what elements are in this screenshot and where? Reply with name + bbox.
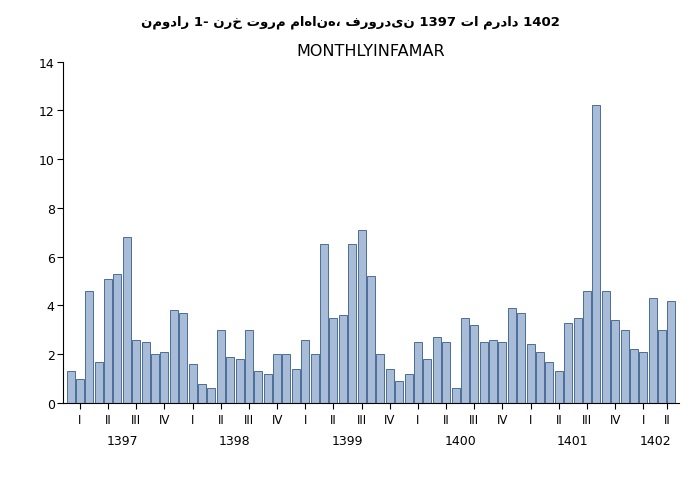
Bar: [132, 340, 140, 403]
Bar: [470, 325, 478, 403]
Text: 1397: 1397: [106, 434, 138, 447]
Bar: [461, 318, 469, 403]
Bar: [66, 372, 74, 403]
Bar: [545, 362, 554, 403]
Bar: [123, 238, 131, 403]
Bar: [207, 389, 216, 403]
Bar: [198, 384, 206, 403]
Bar: [564, 323, 572, 403]
Bar: [433, 337, 441, 403]
Text: 1400: 1400: [444, 434, 476, 447]
Bar: [367, 276, 375, 403]
Bar: [85, 291, 93, 403]
Bar: [94, 362, 103, 403]
Text: 1402: 1402: [639, 434, 671, 447]
Title: MONTHLYINFAMAR: MONTHLYINFAMAR: [297, 44, 445, 59]
Bar: [452, 389, 459, 403]
Bar: [283, 355, 290, 403]
Bar: [151, 355, 159, 403]
Text: نمودار 1- نرخ تورم ماهانه، فروردین 1397 تا مرداد 1402: نمودار 1- نرخ تورم ماهانه، فروردین 1397 …: [141, 16, 559, 29]
Text: 1401: 1401: [557, 434, 589, 447]
Bar: [254, 372, 262, 403]
Bar: [649, 299, 657, 403]
Bar: [611, 321, 619, 403]
Bar: [489, 340, 497, 403]
Bar: [217, 330, 225, 403]
Bar: [508, 308, 516, 403]
Bar: [235, 360, 244, 403]
Bar: [480, 342, 488, 403]
Bar: [320, 245, 328, 403]
Bar: [76, 379, 84, 403]
Text: 1398: 1398: [219, 434, 251, 447]
Bar: [526, 345, 535, 403]
Bar: [620, 330, 629, 403]
Bar: [273, 355, 281, 403]
Bar: [658, 330, 666, 403]
Bar: [160, 352, 169, 403]
Bar: [264, 374, 272, 403]
Bar: [330, 318, 337, 403]
Bar: [573, 318, 582, 403]
Bar: [339, 315, 346, 403]
Bar: [536, 352, 544, 403]
Bar: [386, 369, 394, 403]
Bar: [358, 230, 365, 403]
Bar: [245, 330, 253, 403]
Bar: [602, 291, 610, 403]
Bar: [226, 357, 234, 403]
Bar: [104, 279, 112, 403]
Bar: [639, 352, 648, 403]
Bar: [292, 369, 300, 403]
Bar: [311, 355, 318, 403]
Text: 1399: 1399: [332, 434, 363, 447]
Bar: [630, 349, 638, 403]
Bar: [424, 360, 431, 403]
Bar: [583, 291, 591, 403]
Bar: [592, 106, 601, 403]
Bar: [517, 313, 525, 403]
Bar: [179, 313, 187, 403]
Bar: [668, 301, 676, 403]
Bar: [301, 340, 309, 403]
Bar: [170, 311, 178, 403]
Bar: [141, 342, 150, 403]
Bar: [348, 245, 356, 403]
Bar: [113, 274, 122, 403]
Bar: [395, 381, 403, 403]
Bar: [498, 342, 507, 403]
Bar: [442, 342, 450, 403]
Bar: [377, 355, 384, 403]
Bar: [405, 374, 412, 403]
Bar: [414, 342, 422, 403]
Bar: [555, 372, 563, 403]
Bar: [188, 364, 197, 403]
